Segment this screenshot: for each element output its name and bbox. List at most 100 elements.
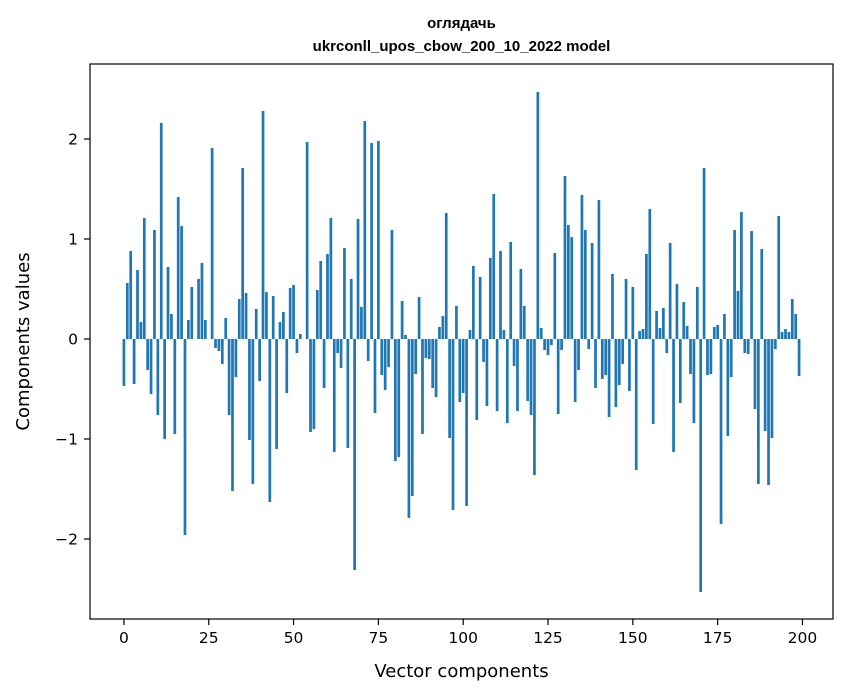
bar-71 [363, 121, 367, 339]
bar-46 [278, 322, 282, 339]
bar-100 [461, 339, 465, 393]
bar-102 [468, 330, 472, 339]
bar-68 [353, 339, 356, 570]
bar-103 [472, 266, 475, 339]
bar-115 [512, 339, 516, 366]
bar-33 [234, 339, 238, 377]
x-tick-label: 175 [703, 629, 733, 647]
bar-118 [522, 306, 526, 339]
bar-59 [322, 339, 326, 388]
bar-133 [573, 339, 577, 402]
plot-area-frame [89, 63, 834, 620]
bar-141 [600, 339, 604, 379]
y-axis-ticks: −2 −1 0 1 2 [55, 131, 90, 549]
bar-180 [733, 230, 736, 339]
bar-165 [682, 302, 686, 339]
bar-80 [393, 339, 397, 461]
bar-152 [638, 331, 641, 339]
bar-116 [516, 339, 519, 411]
bar-55 [309, 339, 312, 432]
bar-150 [631, 287, 635, 339]
bar-17 [180, 226, 183, 339]
x-tick-label: 200 [788, 629, 818, 647]
bar-105 [478, 277, 482, 339]
bar-114 [509, 242, 513, 339]
bar-144 [611, 274, 614, 339]
bar-131 [567, 225, 570, 339]
bar-154 [645, 254, 648, 339]
bar-30 [224, 318, 228, 339]
bar-67 [349, 279, 353, 339]
bar-113 [505, 339, 509, 423]
bar-50 [292, 285, 295, 339]
bar-16 [176, 197, 180, 339]
bar-198 [794, 314, 798, 339]
y-tick-label: −2 [55, 531, 78, 549]
bar-163 [675, 284, 679, 339]
bar-199 [797, 339, 801, 376]
bar-78 [387, 339, 390, 367]
x-tick-label: 0 [119, 629, 129, 647]
bar-52 [298, 334, 302, 339]
bar-74 [373, 339, 377, 413]
bar-4 [136, 270, 139, 339]
bar-146 [617, 339, 621, 385]
bar-5 [139, 322, 143, 339]
bar-13 [166, 267, 170, 339]
bar-95 [444, 213, 448, 339]
bar-88 [421, 339, 424, 434]
x-tick-label: 150 [618, 629, 648, 647]
bar-79 [390, 230, 394, 339]
bar-27 [214, 339, 217, 348]
bar-183 [743, 339, 747, 353]
x-tick-label: 25 [199, 629, 219, 647]
bar-3 [132, 339, 136, 384]
bar-134 [577, 339, 580, 370]
bar-90 [427, 339, 431, 359]
bar-77 [383, 339, 387, 390]
bar-136 [583, 230, 587, 339]
bar-60 [326, 254, 329, 339]
bar-85 [410, 339, 414, 496]
bar-86 [414, 339, 418, 374]
bar-195 [784, 329, 787, 339]
bar-19 [187, 320, 190, 339]
bar-69 [356, 219, 360, 339]
bar-98 [455, 306, 458, 339]
x-tick-label: 50 [284, 629, 304, 647]
bar-40 [258, 339, 261, 381]
bar-20 [190, 287, 194, 339]
bar-47 [282, 312, 285, 339]
bar-11 [159, 123, 163, 339]
bar-186 [753, 339, 757, 409]
bar-177 [723, 314, 726, 339]
bar-81 [397, 339, 401, 457]
bar-164 [678, 339, 682, 403]
bar-155 [648, 209, 652, 339]
bar-171 [702, 168, 706, 339]
bar-123 [539, 328, 543, 339]
bar-84 [407, 339, 411, 518]
bar-36 [244, 293, 248, 339]
bar-82 [400, 301, 404, 339]
bar-143 [607, 339, 611, 417]
bar-34 [237, 299, 241, 339]
bar-101 [465, 339, 468, 506]
bar-178 [726, 339, 730, 436]
x-tick-label: 75 [369, 629, 389, 647]
bar-109 [492, 194, 496, 339]
bar-138 [590, 243, 594, 339]
bar-189 [763, 339, 767, 431]
bar-63 [336, 339, 340, 353]
bar-158 [658, 328, 662, 339]
chart-title-line-1: оглядачь [427, 15, 496, 32]
bar-91 [431, 339, 435, 388]
bar-157 [655, 311, 658, 339]
bar-129 [560, 339, 563, 350]
bar-38 [251, 339, 255, 484]
bar-29 [220, 339, 224, 364]
bar-35 [241, 168, 245, 339]
bar-172 [706, 339, 709, 375]
bar-191 [770, 339, 774, 438]
